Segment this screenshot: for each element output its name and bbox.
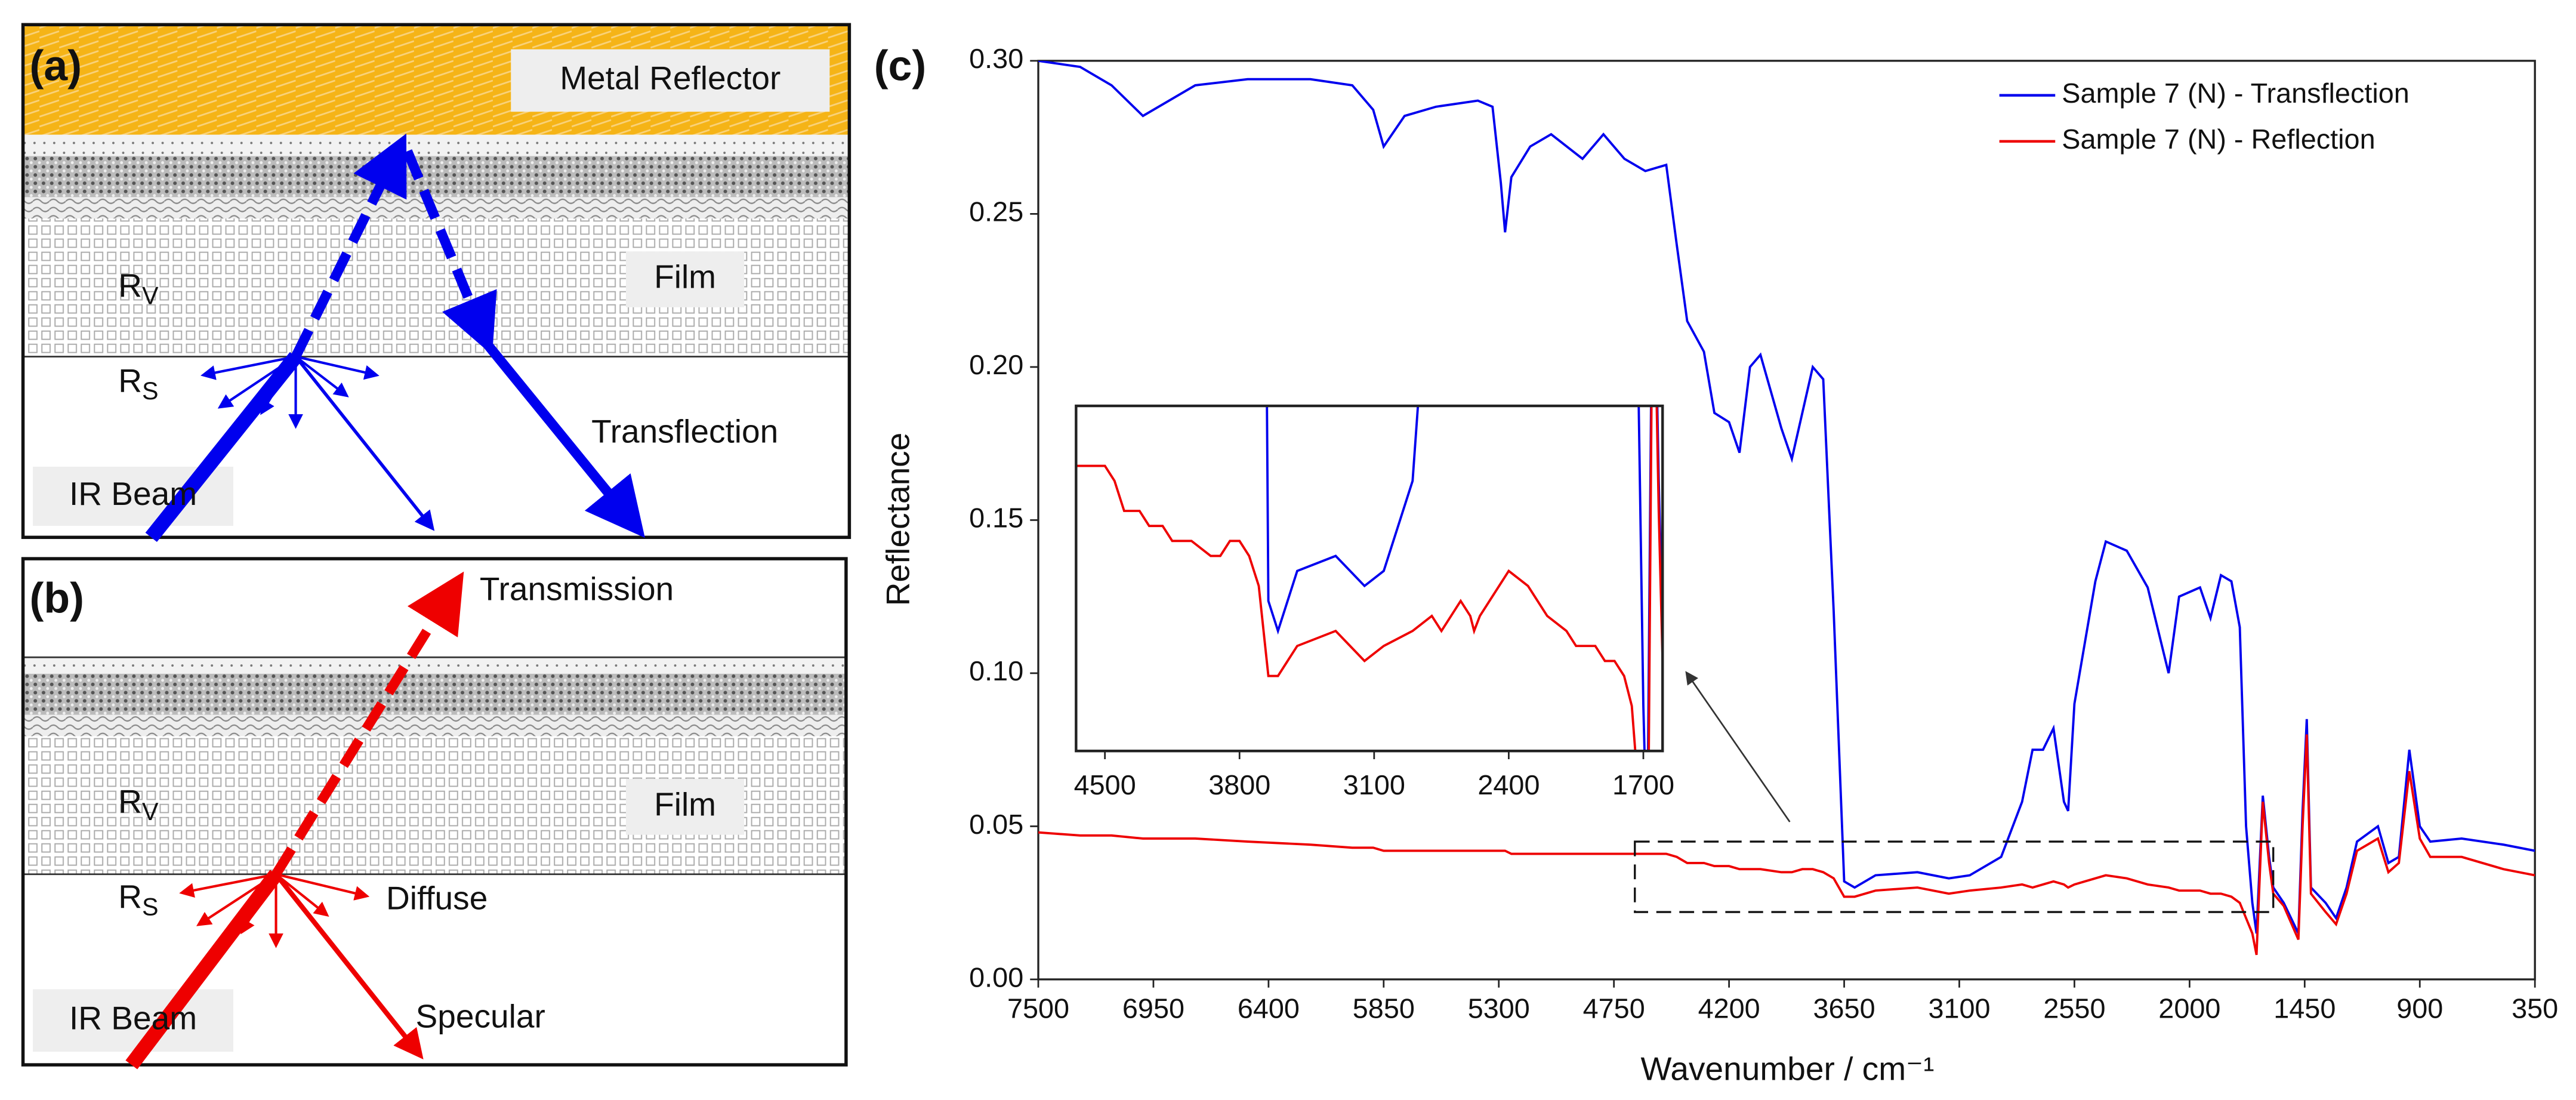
- beam-arrows: [125, 571, 464, 1070]
- inset-x-tick-label: 2400: [1477, 769, 1540, 800]
- panel-frame: [21, 557, 848, 1067]
- x-tick-label: 5300: [1468, 993, 1530, 1024]
- transflection-label: Transflection: [591, 412, 778, 449]
- panel-label: (a): [30, 42, 82, 90]
- x-tick-label: 4750: [1583, 993, 1645, 1024]
- x-tick-label: 2550: [2043, 993, 2105, 1024]
- label-box: [33, 989, 233, 1052]
- x-tick-label: 900: [2396, 993, 2443, 1024]
- series-line: [1076, 406, 1663, 751]
- rv-sub: V: [142, 282, 159, 309]
- transmission-label: Transmission: [480, 571, 674, 608]
- x-tick-label: 6950: [1122, 993, 1184, 1024]
- film-label: Film: [654, 258, 716, 295]
- beam-label: IR Beam: [69, 999, 197, 1036]
- beam-label: IR Beam: [69, 475, 197, 512]
- rs-sub: S: [142, 893, 159, 920]
- transmission-beam: [272, 571, 464, 877]
- inset-frame: [1075, 404, 1664, 753]
- x-tick-label: 1450: [2273, 993, 2336, 1024]
- layer: [23, 673, 846, 715]
- inset-x-tick-label: 4500: [1074, 769, 1136, 800]
- x-tick-label: 7500: [1007, 993, 1069, 1024]
- x-tick-label: 5850: [1353, 993, 1415, 1024]
- x-tick-label: 6400: [1238, 993, 1300, 1024]
- zoom-box: [1634, 840, 2275, 913]
- panel-label: (c): [874, 42, 926, 90]
- label-box: [511, 49, 830, 112]
- inset-bg: [1076, 406, 1663, 751]
- x-axis-title: Wavenumber / cm⁻¹: [1640, 1050, 1934, 1087]
- inset-x-tick-label: 3800: [1208, 769, 1270, 800]
- layer: [23, 657, 846, 674]
- layer: [23, 134, 850, 156]
- rv-main: R: [118, 782, 142, 819]
- specular-beam: [274, 873, 424, 1059]
- refracted-beam: [291, 133, 407, 359]
- y-tick-label: 0.25: [969, 196, 1023, 227]
- panel-frame: [21, 23, 852, 540]
- panel-label: (b): [30, 575, 84, 623]
- legend-label: Sample 7 (N) - Transflection: [2062, 78, 2410, 109]
- y-tick-label: 0.15: [969, 503, 1023, 534]
- rs-label: RS: [118, 362, 158, 405]
- inset-x-tick-label: 1700: [1612, 769, 1674, 800]
- inset-x-tick-label: 3100: [1343, 769, 1405, 800]
- series-line: [1266, 406, 1663, 751]
- y-tick-label: 0.10: [969, 655, 1023, 686]
- main-series: [1038, 60, 2535, 956]
- x-tick-label: 2000: [2158, 993, 2220, 1024]
- legend-label: Sample 7 (N) - Reflection: [2062, 124, 2375, 155]
- panel-a: (a) Metal Reflector Film RV RS IR Beam T…: [21, 23, 852, 543]
- specular-beam: [294, 355, 435, 531]
- rv-sub: V: [142, 798, 159, 825]
- y-axis-title: Reflectance: [879, 433, 916, 606]
- rs-label: RS: [118, 878, 158, 921]
- specular-label: Specular: [416, 998, 545, 1035]
- inset-series: [1076, 406, 1663, 751]
- y-tick-label: 0.20: [969, 349, 1023, 380]
- y-tick-label: 0.30: [969, 43, 1023, 74]
- y-tick-label: 0.05: [969, 809, 1023, 840]
- rs-sub: S: [142, 377, 159, 405]
- reflected-beam: [403, 149, 497, 355]
- rv-label: RV: [118, 782, 159, 825]
- diffuse-label: Diffuse: [386, 879, 488, 916]
- zoom-arrow: [1685, 671, 1791, 822]
- rv-label: RV: [118, 266, 159, 309]
- film-label: Film: [654, 785, 716, 822]
- series-line: [1038, 734, 2535, 956]
- beam-arrows: [145, 133, 645, 543]
- layer: [23, 156, 850, 198]
- layer: [23, 714, 846, 737]
- y-tick-label: 0.00: [969, 962, 1023, 993]
- incident-beam: [125, 870, 282, 1070]
- x-tick-label: 4200: [1698, 993, 1760, 1024]
- rv-main: R: [118, 266, 142, 303]
- label-box: [625, 779, 745, 835]
- plot: 0.00 0.05 0.10 0.15 0.20 0.25 0.30 7500 6950 6400…: [969, 43, 2558, 1024]
- x-tick-label: 3100: [1928, 993, 1990, 1024]
- transflection-beam: [484, 341, 645, 538]
- x-tick-label: 3650: [1813, 993, 1875, 1024]
- rs-main: R: [118, 878, 142, 915]
- diffuse-arrows: [200, 355, 380, 429]
- x-tick-label: 350: [2512, 993, 2558, 1024]
- panel-b: (b) Transmission Film RV RS Diffuse IR B…: [21, 557, 848, 1070]
- label-box: [625, 251, 745, 307]
- rs-main: R: [118, 362, 142, 399]
- incident-beam: [145, 352, 302, 543]
- reflector-label: Metal Reflector: [560, 59, 780, 96]
- diffuse-arrows: [179, 873, 370, 948]
